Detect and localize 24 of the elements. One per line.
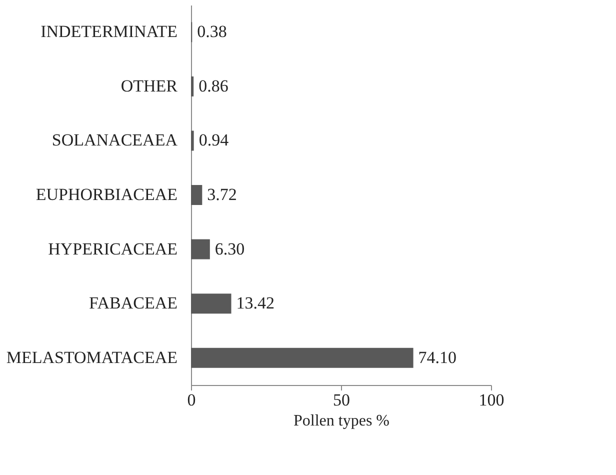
y-tick-label: FABACEAE <box>89 294 178 313</box>
bar <box>191 76 194 96</box>
data-label: 74.10 <box>418 348 457 367</box>
bar <box>191 239 210 260</box>
data-label: 3.72 <box>207 185 237 204</box>
y-tick-label: OTHER <box>120 76 178 96</box>
data-label: 0.86 <box>198 76 228 96</box>
data-label: 0.94 <box>198 130 230 150</box>
bar <box>191 130 194 151</box>
data-label: 13.42 <box>236 294 275 313</box>
bar <box>191 294 232 314</box>
bar <box>191 348 414 368</box>
y-tick-label: EUPHORBIACEAE <box>36 185 178 204</box>
x-tick-label: 50 <box>333 390 350 410</box>
data-label: 0.38 <box>197 22 227 42</box>
data-label: 6.30 <box>214 239 245 258</box>
x-tick-label: 100 <box>478 390 504 410</box>
x-axis-title: Pollen types % <box>294 412 390 430</box>
x-tick-label: 0 <box>187 390 196 410</box>
bar <box>191 185 202 205</box>
y-tick-label: INDETERMINATE <box>40 22 178 42</box>
y-tick-label: SOLANACEAEA <box>52 130 178 150</box>
y-tick-label: MELASTOMATACEAE <box>6 348 178 367</box>
y-tick-label: HYPERICACEAE <box>48 239 178 258</box>
